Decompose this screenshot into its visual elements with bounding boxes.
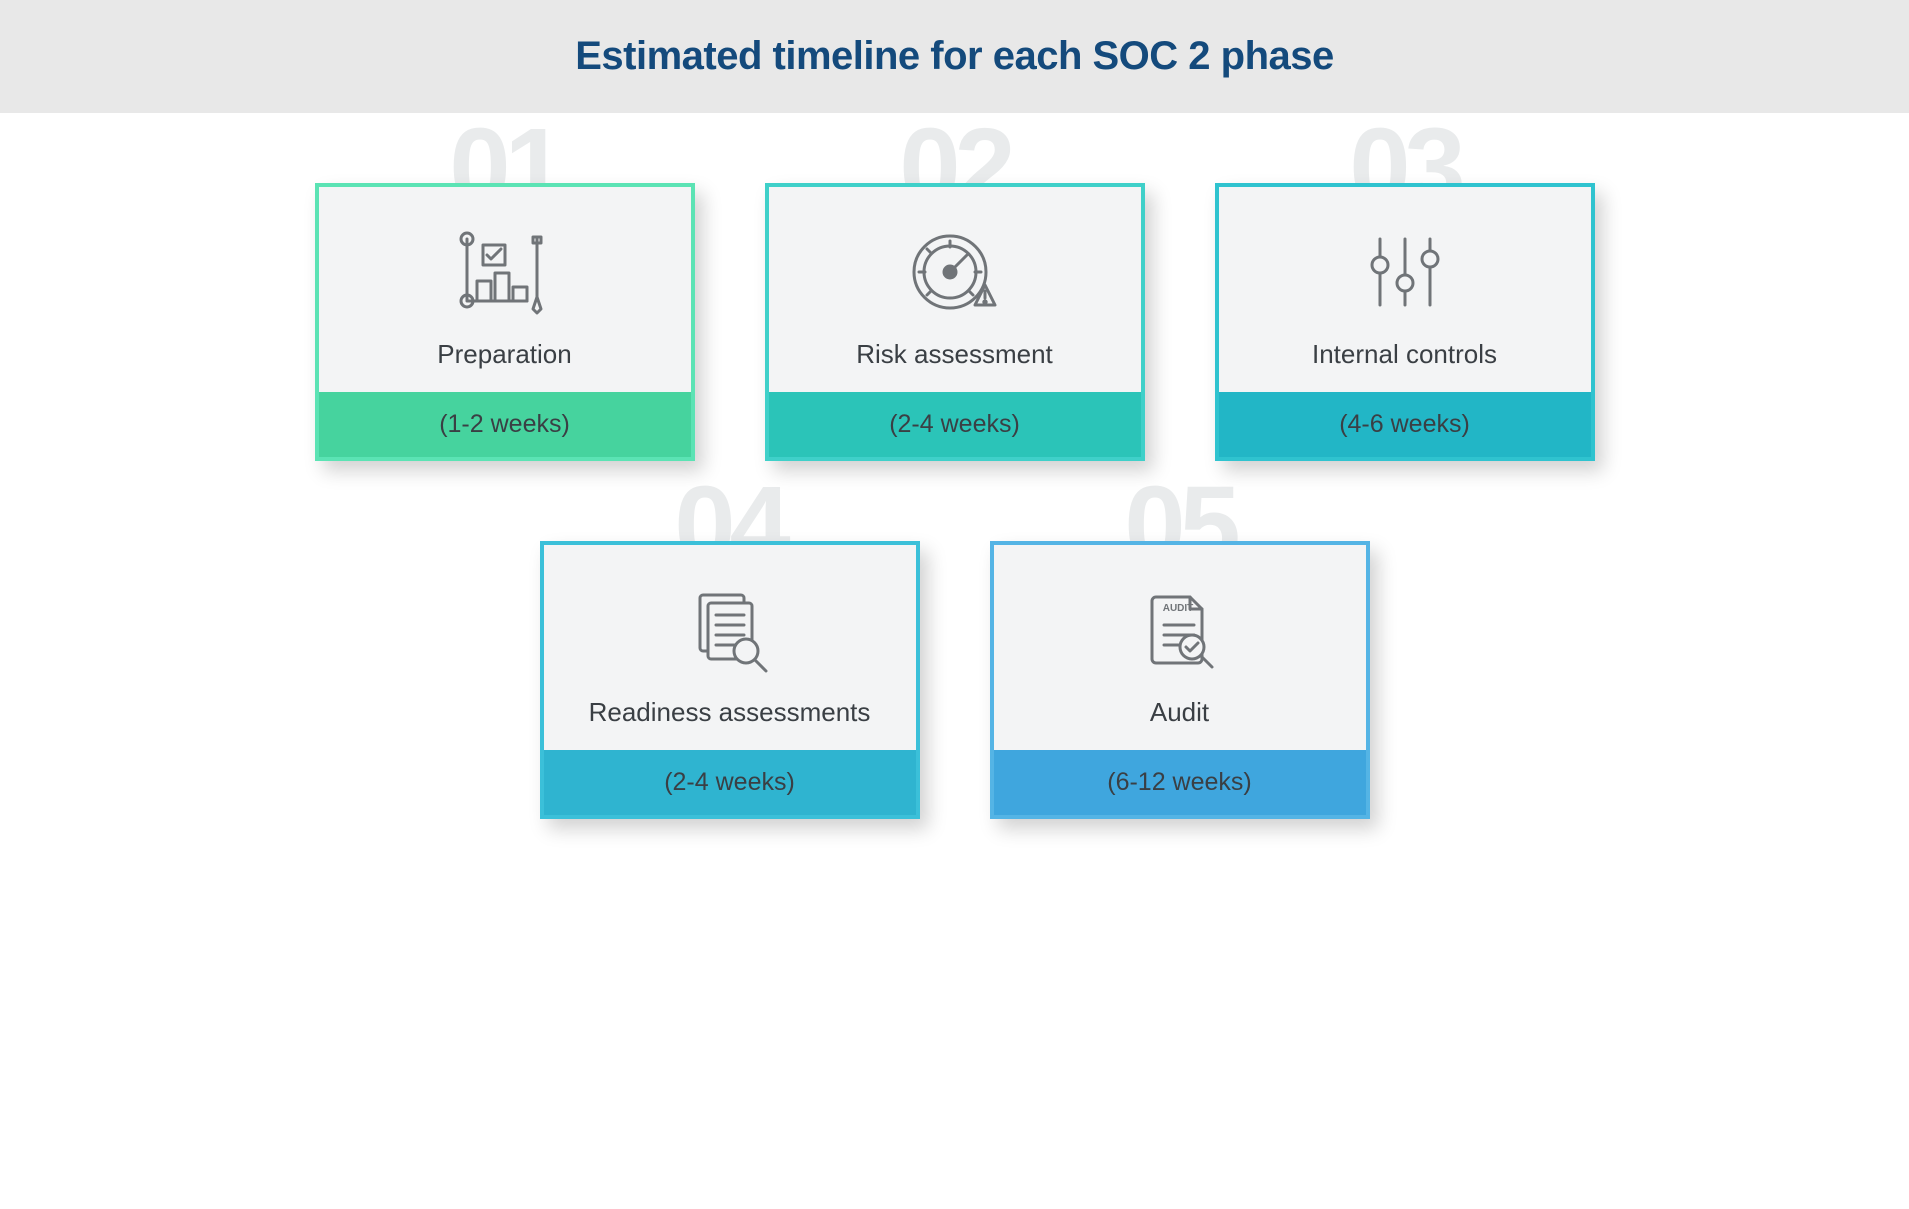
phase-card-box: AUDIT Audit (6-12 weeks) [990, 541, 1370, 819]
phase-grid: 01 [0, 113, 1909, 879]
phase-label: Internal controls [1312, 339, 1497, 370]
phase-card-box: Risk assessment (2-4 weeks) [765, 183, 1145, 461]
phase-card-upper: AUDIT Audit [994, 545, 1366, 750]
audit-icon: AUDIT [1130, 585, 1230, 675]
phase-duration: (4-6 weeks) [1219, 392, 1591, 457]
phase-label: Preparation [437, 339, 571, 370]
phase-card-03: 03 Internal controls [1215, 183, 1595, 461]
svg-text:AUDIT: AUDIT [1162, 603, 1193, 614]
phase-label: Audit [1150, 697, 1209, 728]
phase-card-upper: Readiness assessments [544, 545, 916, 750]
page-title: Estimated timeline for each SOC 2 phase [0, 34, 1909, 79]
phase-card-box: Preparation (1-2 weeks) [315, 183, 695, 461]
preparation-icon [455, 227, 555, 317]
row-1: 01 [40, 183, 1869, 461]
phase-card-box: Readiness assessments (2-4 weeks) [540, 541, 920, 819]
phase-card-04: 04 Rea [540, 541, 920, 819]
phase-card-upper: Preparation [319, 187, 691, 392]
phase-card-upper: Internal controls [1219, 187, 1591, 392]
phase-duration: (2-4 weeks) [544, 750, 916, 815]
header-bar: Estimated timeline for each SOC 2 phase [0, 0, 1909, 113]
phase-card-upper: Risk assessment [769, 187, 1141, 392]
controls-icon [1355, 227, 1455, 317]
phase-card-02: 02 [765, 183, 1145, 461]
phase-label: Risk assessment [856, 339, 1053, 370]
phase-card-05: 05 AUDIT [990, 541, 1370, 819]
readiness-icon [680, 585, 780, 675]
risk-icon [905, 227, 1005, 317]
phase-duration: (1-2 weeks) [319, 392, 691, 457]
phase-card-box: Internal controls (4-6 weeks) [1215, 183, 1595, 461]
phase-card-01: 01 [315, 183, 695, 461]
phase-duration: (2-4 weeks) [769, 392, 1141, 457]
phase-label: Readiness assessments [589, 697, 871, 728]
row-2: 04 Rea [40, 541, 1869, 819]
phase-duration: (6-12 weeks) [994, 750, 1366, 815]
